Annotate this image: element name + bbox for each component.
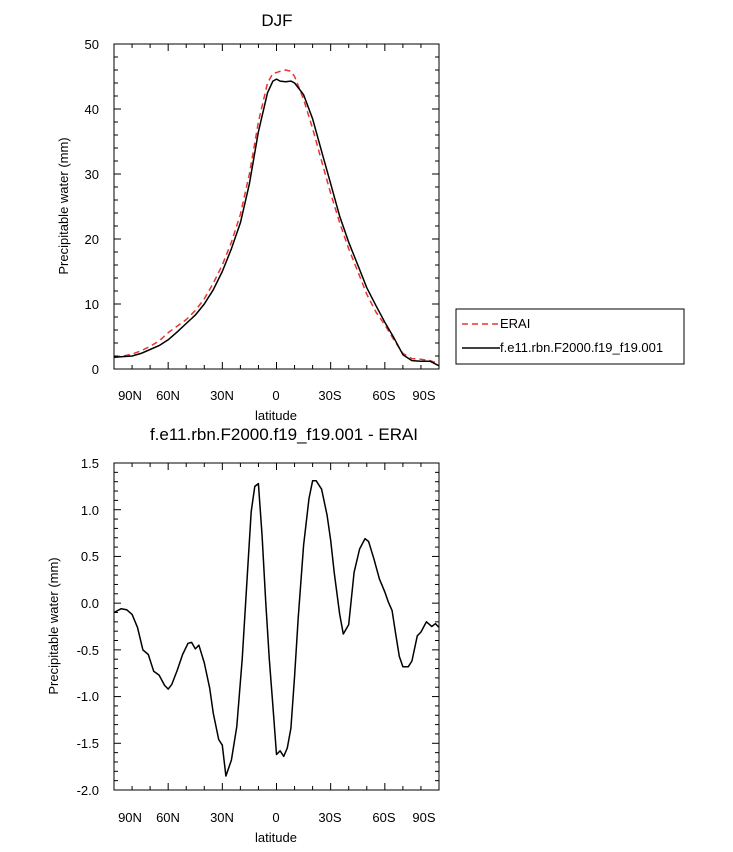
series-line-f-e11-rbn-f2000-f19-f19-001-erai	[113, 480, 440, 777]
plot-lines	[113, 69, 440, 367]
x-axis-label: latitude	[255, 830, 297, 845]
y-tick-label: 0	[92, 362, 99, 377]
y-tick-label: 0.0	[81, 596, 99, 611]
x-axis-label: latitude	[255, 408, 297, 423]
y-tick-label: -1.5	[77, 736, 99, 751]
y-tick-label: 1.0	[81, 503, 99, 518]
series-line-erai	[113, 69, 440, 365]
legend-label-erai: ERAI	[500, 316, 530, 331]
y-tick-label: -1.0	[77, 689, 99, 704]
series-line-f-e11-rbn-f2000-f19-f19-001	[113, 78, 440, 367]
plot-frame	[113, 462, 440, 791]
y-tick-label: 1.5	[81, 456, 99, 471]
y-tick-label: -2.0	[77, 783, 99, 798]
y-tick-label: 10	[85, 297, 99, 312]
x-tick-label: 30N	[210, 810, 234, 825]
x-tick-label: 90N	[118, 810, 142, 825]
panel-title: DJF	[261, 11, 292, 30]
panel-title: f.e11.rbn.F2000.f19_f19.001 - ERAI	[150, 425, 418, 444]
legend: ERAI f.e11.rbn.F2000.f19_f19.001	[455, 308, 685, 365]
x-tick-label: 90N	[118, 388, 142, 403]
legend-label-model: f.e11.rbn.F2000.f19_f19.001	[500, 340, 663, 355]
y-tick-label: 20	[85, 232, 99, 247]
y-tick-label: 30	[85, 167, 99, 182]
x-tick-label: 30N	[210, 388, 234, 403]
y-tick-label: -0.5	[77, 643, 99, 658]
x-tick-label: 60N	[156, 810, 180, 825]
y-tick-label: 40	[85, 102, 99, 117]
y-axis-label: Precipitable water (mm)	[46, 557, 61, 694]
legend-box	[455, 308, 685, 365]
y-axis-label: Precipitable water (mm)	[56, 137, 71, 274]
y-tick-label: 50	[85, 37, 99, 52]
plot-frame	[113, 43, 440, 370]
y-tick-label: 0.5	[81, 549, 99, 564]
x-tick-label: 0	[272, 810, 279, 825]
x-tick-label: 60S	[372, 810, 395, 825]
x-tick-label: 60S	[372, 388, 395, 403]
x-tick-label: 60N	[156, 388, 180, 403]
panel-difference: f.e11.rbn.F2000.f19_f19.001 - ERAI 90N 6…	[46, 425, 440, 845]
x-tick-label: 30S	[318, 810, 341, 825]
x-tick-label: 90S	[412, 388, 435, 403]
x-tick-label: 90S	[412, 810, 435, 825]
plot-lines	[113, 480, 440, 777]
tick-marks	[113, 43, 440, 370]
panel-djf: DJF 90N 60N 30N 0 30S 60S 90S 0 10 20 30…	[56, 11, 440, 423]
tick-marks	[113, 462, 440, 791]
x-tick-label: 30S	[318, 388, 341, 403]
x-tick-label: 0	[272, 388, 279, 403]
